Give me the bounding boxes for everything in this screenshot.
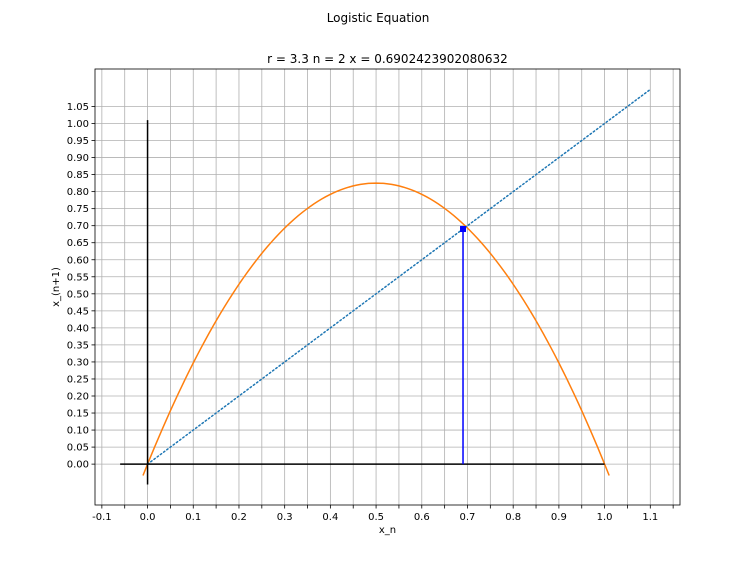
y-tick-label: 0.20 bbox=[67, 392, 89, 403]
y-tick-label: 0.40 bbox=[67, 323, 89, 334]
figure-suptitle: Logistic Equation bbox=[327, 11, 430, 25]
axes-frame bbox=[94, 68, 681, 506]
x-tick-label: 0.1 bbox=[185, 512, 201, 523]
y-tick-label: 0.00 bbox=[67, 460, 89, 471]
diagonal-line bbox=[146, 88, 652, 465]
x-tick-label: 0.0 bbox=[140, 512, 156, 523]
x-axis-label: x_n bbox=[379, 525, 396, 536]
y-tick-label: 0.70 bbox=[67, 221, 89, 232]
x-tick-label: -0.1 bbox=[92, 512, 112, 523]
plot-title: r = 3.3 n = 2 x = 0.6902423902080632 bbox=[267, 52, 508, 66]
grid bbox=[95, 69, 680, 505]
y-axis-label: x_(n+1) bbox=[51, 267, 62, 307]
x-tick-label: 1.1 bbox=[642, 512, 658, 523]
y-tick-label: 0.35 bbox=[67, 340, 89, 351]
x-tick-label: 0.8 bbox=[505, 512, 521, 523]
y-tick-label: 0.90 bbox=[67, 153, 89, 164]
cobweb-marker bbox=[460, 226, 467, 233]
y-tick-label: 0.50 bbox=[67, 289, 89, 300]
x-tick-label: 0.4 bbox=[322, 512, 338, 523]
plot-area bbox=[94, 68, 681, 506]
y-tick-label: 0.80 bbox=[67, 187, 89, 198]
y-tick-label: 1.00 bbox=[67, 119, 89, 130]
x-tick-label: 0.5 bbox=[368, 512, 384, 523]
y-tick-label: 0.10 bbox=[67, 426, 89, 437]
y-tick-label: 0.05 bbox=[67, 443, 89, 454]
y-tick-label: 0.65 bbox=[67, 238, 89, 249]
x-tick-label: 0.3 bbox=[277, 512, 293, 523]
y-tick-label: 0.85 bbox=[67, 170, 89, 181]
y-tick-label: 0.95 bbox=[67, 136, 89, 147]
y-tick-label: 1.05 bbox=[67, 102, 89, 113]
y-tick-label: 0.55 bbox=[67, 272, 89, 283]
y-tick-label: 0.30 bbox=[67, 357, 89, 368]
y-tick-label: 0.25 bbox=[67, 374, 89, 385]
y-tick-label: 0.75 bbox=[67, 204, 89, 215]
y-tick-label: 0.60 bbox=[67, 255, 89, 266]
y-tick-label: 0.45 bbox=[67, 306, 89, 317]
y-tick-label: 0.15 bbox=[67, 409, 89, 420]
series-layer bbox=[120, 88, 652, 485]
x-tick-label: 1.0 bbox=[597, 512, 613, 523]
x-tick-label: 0.6 bbox=[414, 512, 430, 523]
x-tick-label: 0.2 bbox=[231, 512, 247, 523]
x-axis-ticks: -0.1 0.0 0.1 0.2 0.3 0.4 0.5 0.6 0.7 0.8 0.9 1.0 1.1 bbox=[92, 505, 674, 523]
axes-background bbox=[95, 69, 680, 505]
logistic-curve-line bbox=[142, 182, 610, 476]
x-tick-label: 0.7 bbox=[460, 512, 476, 523]
y-axis-ticks: 0.00 0.05 0.10 0.15 0.20 0.25 0.30 0.35 0.40 0.45… bbox=[67, 102, 95, 471]
x-tick-label: 0.9 bbox=[551, 512, 567, 523]
